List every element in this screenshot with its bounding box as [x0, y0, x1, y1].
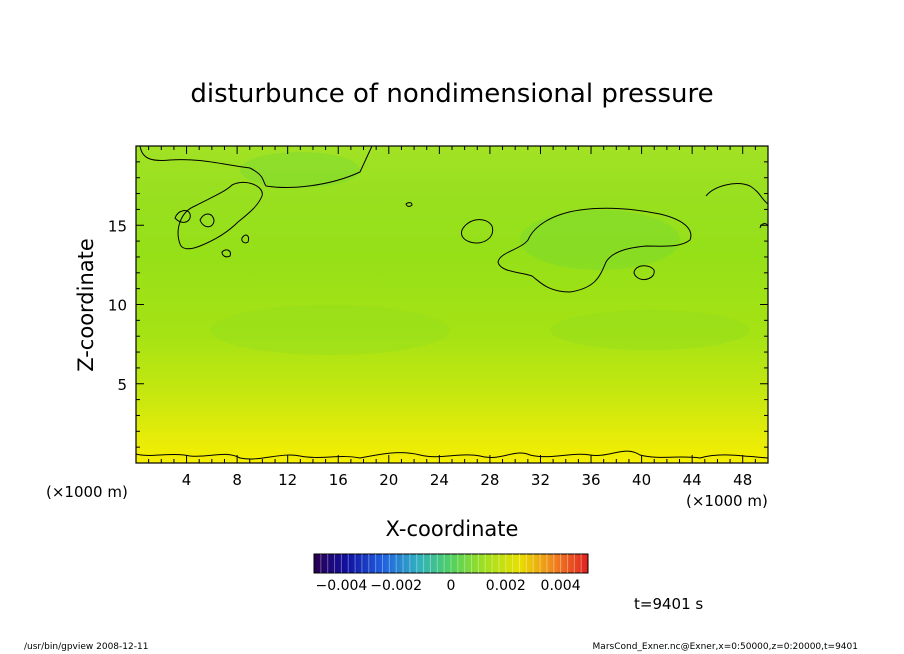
- pressure-field: [136, 146, 768, 463]
- x-tick-label: 40: [632, 471, 651, 489]
- colorbar-tick-labels: −0.004 −0.002 0 0.002 0.004: [315, 578, 580, 594]
- x-tick-label: 44: [683, 471, 702, 489]
- x-tick-label: 20: [379, 471, 398, 489]
- time-annotation: t=9401 s: [634, 595, 703, 613]
- y-tick-label: 15: [108, 217, 127, 235]
- x-tick-label: 36: [581, 471, 600, 489]
- colorbar-tick-label: −0.004: [315, 578, 367, 594]
- plot-area: [136, 146, 768, 463]
- chart-title: disturbunce of nondimensional pressure: [190, 79, 713, 109]
- y-axis-label: Z-coordinate: [74, 238, 98, 372]
- x-axis-unit-right: (×1000 m): [686, 492, 768, 510]
- colorbar: −0.004 −0.002 0 0.002 0.004: [313, 553, 589, 594]
- colorbar-stripes: [320, 554, 582, 573]
- x-tick-label: 4: [182, 471, 192, 489]
- x-tick-label: 12: [278, 471, 297, 489]
- footer-source: MarsCond_Exner.nc@Exner,x=0:50000,z=0:20…: [592, 642, 858, 652]
- x-tick-label: 32: [531, 471, 550, 489]
- colorbar-tick-label: 0.004: [541, 578, 581, 594]
- colorbar-tick-label: 0: [447, 578, 456, 594]
- x-tick-label: 8: [232, 471, 242, 489]
- y-axis-ticks: 5 10 15: [108, 161, 768, 448]
- x-axis-unit-left: (×1000 m): [46, 483, 128, 501]
- x-tick-label: 28: [480, 471, 499, 489]
- x-axis-label: X-coordinate: [386, 517, 519, 541]
- x-tick-label: 24: [430, 471, 449, 489]
- x-tick-label: 16: [329, 471, 348, 489]
- x-axis-ticks: 4 8 12 16 20 24 28 32 36 40 44 48: [148, 146, 756, 489]
- y-tick-label: 5: [117, 376, 127, 394]
- colorbar-bar: [313, 553, 589, 574]
- colorbar-tick-label: −0.002: [370, 578, 422, 594]
- x-tick-label: 48: [733, 471, 752, 489]
- field-patches: [210, 152, 750, 355]
- colorbar-tick-label: 0.002: [486, 578, 526, 594]
- y-tick-label: 10: [108, 297, 127, 315]
- footer-command: /usr/bin/gpview 2008-12-11: [24, 642, 149, 652]
